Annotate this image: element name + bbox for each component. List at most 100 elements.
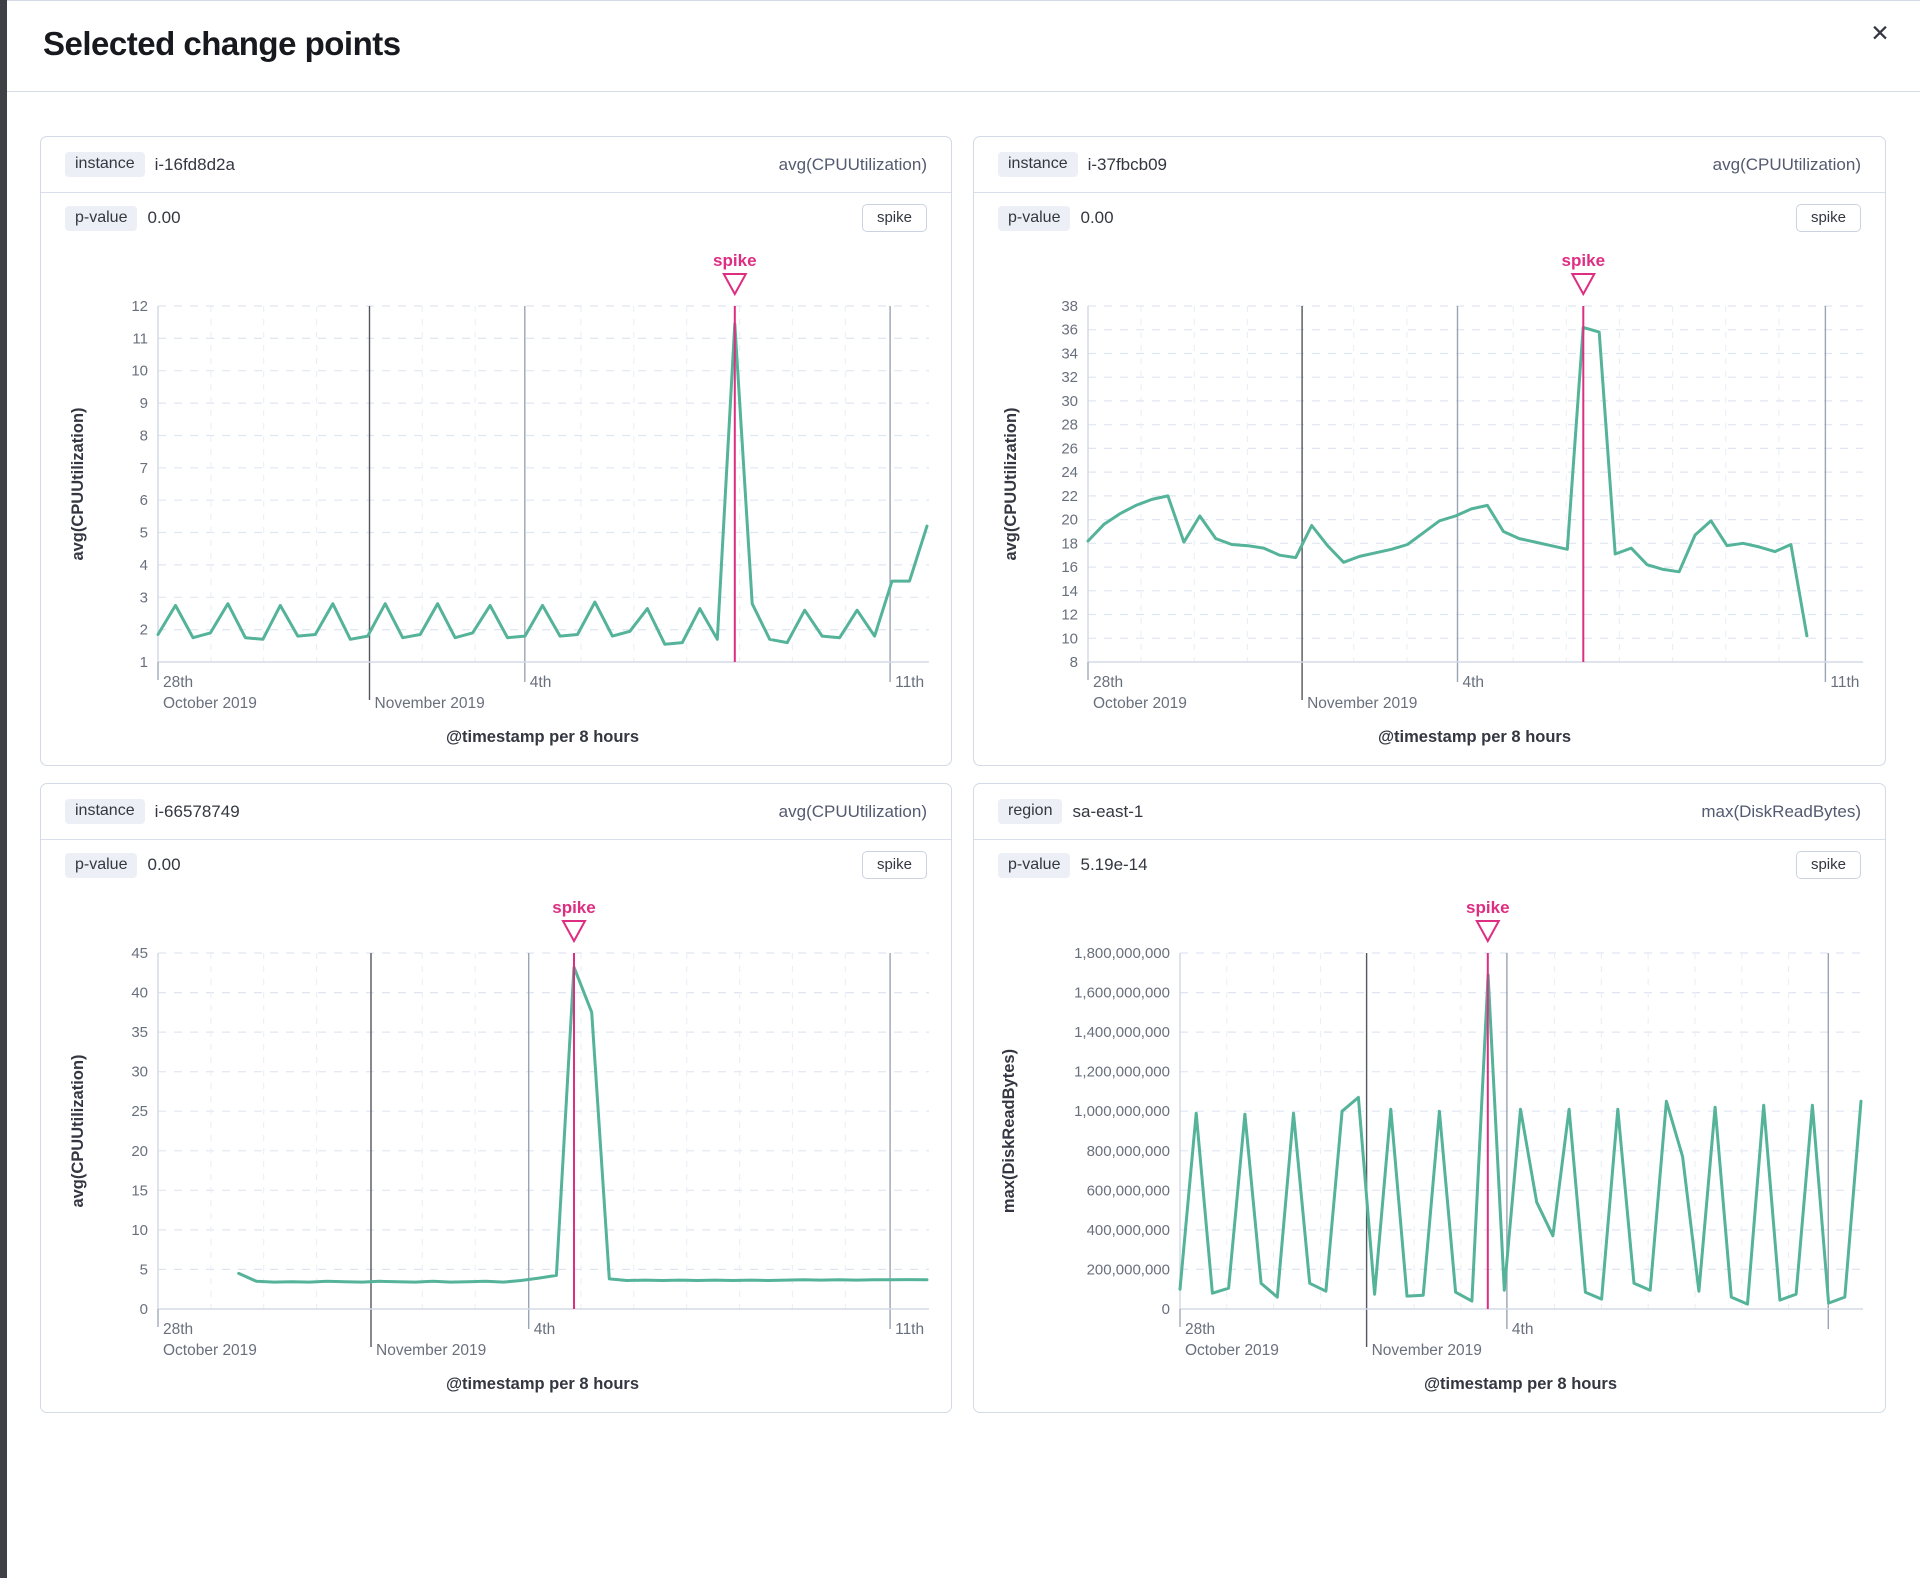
change-point-card: instance i-37fbcb09 avg(CPUUtilization) … <box>973 136 1886 766</box>
y-tick-label: 1,600,000,000 <box>1074 985 1170 1002</box>
p-value-badge: p-value <box>65 852 138 878</box>
y-tick-label: 400,000,000 <box>1087 1222 1170 1239</box>
y-tick-label: 4 <box>140 557 148 574</box>
x-axis-title: @timestamp per 8 hours <box>1378 728 1571 746</box>
y-tick-label: 7 <box>140 460 148 477</box>
x-tick-label: 11th <box>895 674 924 691</box>
y-tick-label: 10 <box>1061 630 1078 647</box>
y-tick-label: 12 <box>131 298 148 315</box>
change-point-chart: 8 10 12 14 16 18 20 22 24 26 28 30 32 34 36 38 28th Octob… <box>1002 251 1863 746</box>
change-points-flyout: Selected change points ✕ instance i-16fd… <box>7 0 1920 1578</box>
y-tick-label: 5 <box>140 1261 148 1278</box>
p-value-group: p-value 0.00 <box>998 205 1114 231</box>
series-line <box>1178 973 1863 1306</box>
y-tick-label: 1,800,000,000 <box>1074 945 1170 962</box>
spike-type-badge[interactable]: spike <box>861 204 927 232</box>
y-axis-title: max(DiskReadBytes) <box>1000 1049 1018 1213</box>
chart-block: 1 2 3 4 5 6 7 8 9 10 11 12 28th October 2019 November … <box>41 238 951 765</box>
y-axis-title: avg(CPUUtilization) <box>1002 407 1020 560</box>
chart-block: 8 10 12 14 16 18 20 22 24 26 28 30 32 34 36 38 28th Octob… <box>974 238 1885 765</box>
field-group: region sa-east-1 <box>998 799 1143 824</box>
card-header: region sa-east-1 max(DiskReadBytes) <box>974 784 1885 840</box>
x-tick-label: 4th <box>530 674 552 691</box>
y-tick-label: 20 <box>131 1143 148 1160</box>
y-tick-label: 0 <box>140 1301 148 1318</box>
field-value: i-66578749 <box>154 801 240 821</box>
spike-marker-icon <box>1570 273 1596 297</box>
x-tick-label: 4th <box>1463 674 1485 691</box>
field-name-badge: instance <box>998 152 1078 177</box>
y-tick-label: 14 <box>1061 583 1078 600</box>
flyout-header: Selected change points ✕ <box>7 1 1920 92</box>
p-value-badge: p-value <box>65 205 138 231</box>
field-name-badge: instance <box>65 152 145 177</box>
field-value: i-16fd8d2a <box>154 154 235 174</box>
p-value-badge: p-value <box>998 852 1071 878</box>
x-tick-label: 28th <box>1185 1321 1215 1338</box>
card-header: instance i-66578749 avg(CPUUtilization) <box>41 784 951 840</box>
field-name-badge: instance <box>65 799 145 824</box>
p-value-text: 5.19e-14 <box>1080 855 1148 874</box>
chart-block: 0 200,000,000 400,000,000 600,000,000 800,00… <box>974 885 1885 1412</box>
y-tick-label: 15 <box>131 1182 148 1199</box>
spike-type-badge[interactable]: spike <box>1795 851 1861 879</box>
p-value-row: p-value 0.00 spike <box>41 193 951 238</box>
field-group: instance i-66578749 <box>65 799 240 824</box>
page-overlay-edge <box>0 0 7 1578</box>
change-point-card: region sa-east-1 max(DiskReadBytes) p-va… <box>973 783 1886 1413</box>
x-tick-label: 28th <box>163 674 193 691</box>
x-tick-label: November 2019 <box>376 1342 486 1359</box>
y-axis-title: avg(CPUUtilization) <box>69 1054 87 1207</box>
spike-marker-icon <box>722 273 748 297</box>
x-tick-label: November 2019 <box>1372 1342 1482 1359</box>
change-point-chart: 0 200,000,000 400,000,000 600,000,000 800,00… <box>1000 898 1863 1393</box>
y-tick-label: 30 <box>131 1064 148 1081</box>
p-value-text: 0.00 <box>1080 208 1114 227</box>
field-group: instance i-16fd8d2a <box>65 152 235 177</box>
y-tick-label: 36 <box>1061 322 1078 339</box>
close-icon[interactable]: ✕ <box>1862 15 1898 51</box>
x-tick-label: October 2019 <box>163 1342 257 1359</box>
p-value-badge: p-value <box>998 205 1071 231</box>
field-value: i-37fbcb09 <box>1087 154 1167 174</box>
y-tick-label: 6 <box>140 492 148 509</box>
series-line <box>156 322 929 646</box>
x-tick-label: 4th <box>1512 1321 1534 1338</box>
y-tick-label: 38 <box>1061 298 1078 315</box>
y-tick-label: 0 <box>1162 1301 1170 1318</box>
metric-label: max(DiskReadBytes) <box>1701 801 1861 821</box>
page-title: Selected change points <box>43 25 401 62</box>
y-tick-label: 30 <box>1061 393 1078 410</box>
p-value-group: p-value 0.00 <box>65 852 181 878</box>
p-value-text: 0.00 <box>147 208 181 227</box>
p-value-group: p-value 0.00 <box>65 205 181 231</box>
p-value-row: p-value 0.00 spike <box>974 193 1885 238</box>
y-tick-label: 20 <box>1061 512 1078 529</box>
y-tick-label: 800,000,000 <box>1087 1143 1170 1160</box>
y-tick-label: 40 <box>131 985 148 1002</box>
spike-type-badge[interactable]: spike <box>861 851 927 879</box>
p-value-group: p-value 5.19e-14 <box>998 852 1148 878</box>
x-axis-title: @timestamp per 8 hours <box>1424 1375 1617 1393</box>
y-tick-label: 45 <box>131 945 148 962</box>
spike-annotation-label: spike <box>1466 898 1509 917</box>
p-value-row: p-value 0.00 spike <box>41 840 951 885</box>
x-axis-title: @timestamp per 8 hours <box>446 1375 639 1393</box>
p-value-row: p-value 5.19e-14 spike <box>974 840 1885 885</box>
y-tick-label: 1,200,000,000 <box>1074 1064 1170 1081</box>
y-tick-label: 3 <box>140 589 148 606</box>
y-tick-label: 10 <box>131 363 148 380</box>
y-tick-label: 18 <box>1061 535 1078 552</box>
x-tick-label: November 2019 <box>375 695 485 712</box>
p-value-text: 0.00 <box>147 855 181 874</box>
field-value: sa-east-1 <box>1072 801 1144 821</box>
y-tick-label: 28 <box>1061 417 1078 434</box>
x-tick-label: 28th <box>1093 674 1123 691</box>
y-tick-label: 1,000,000,000 <box>1074 1103 1170 1120</box>
x-axis-title: @timestamp per 8 hours <box>446 728 639 746</box>
spike-type-badge[interactable]: spike <box>1795 204 1861 232</box>
y-tick-label: 1 <box>140 654 148 671</box>
y-axis-title: avg(CPUUtilization) <box>69 407 87 560</box>
x-tick-label: October 2019 <box>1093 695 1187 712</box>
